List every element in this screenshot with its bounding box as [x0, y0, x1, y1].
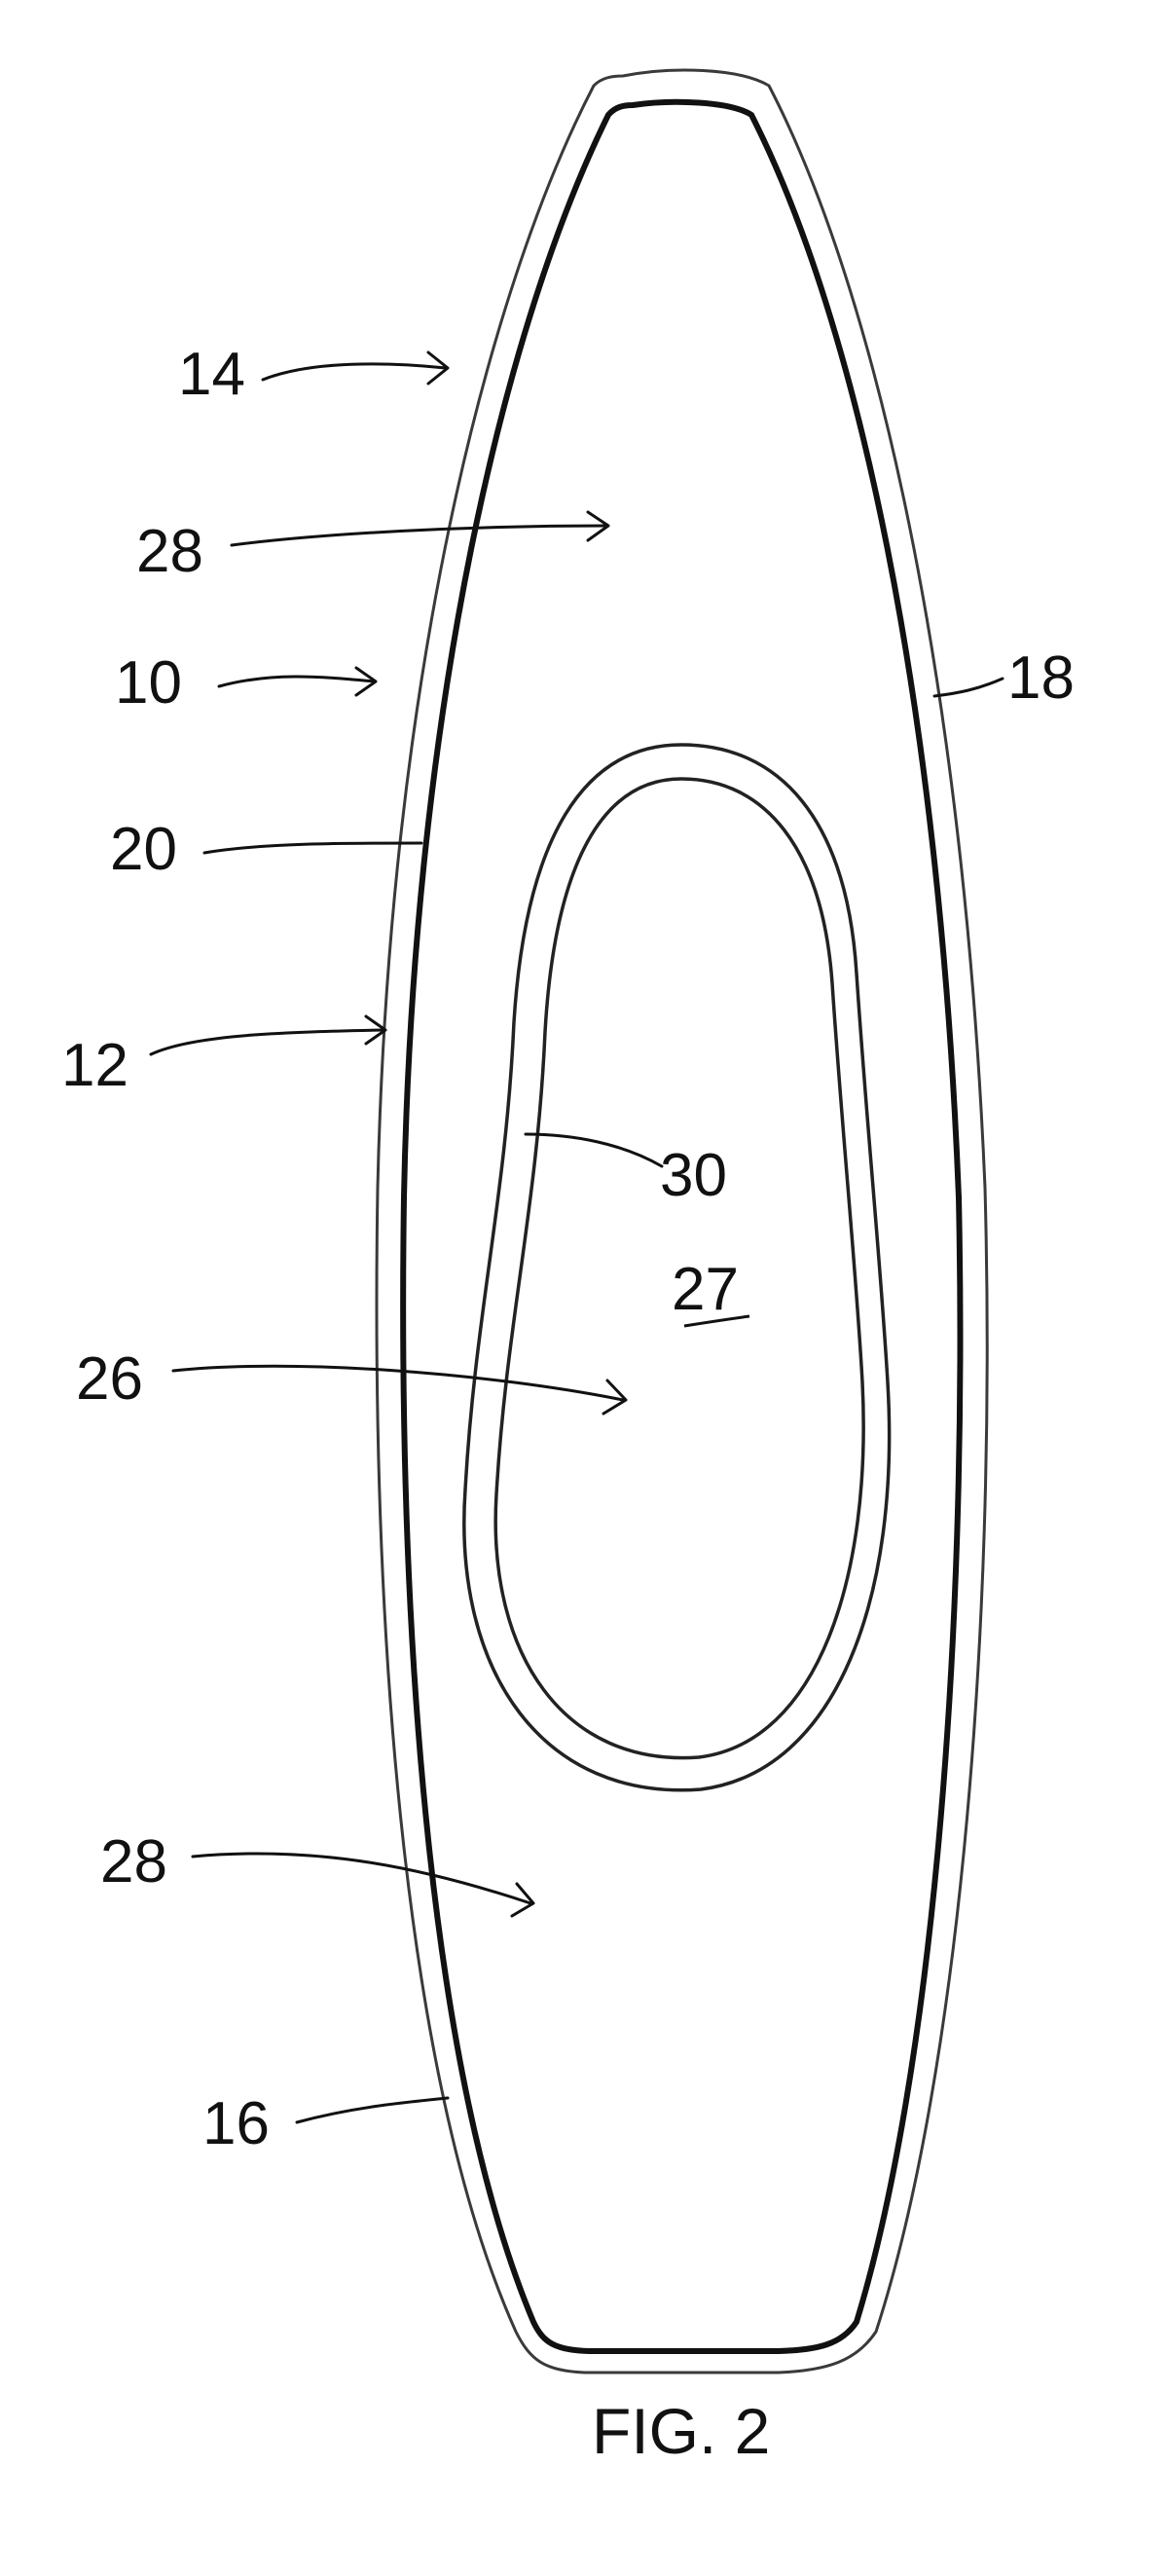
leader-28-bottom	[193, 1854, 530, 1903]
insole-outer-outline	[377, 70, 987, 2373]
leader-28-top	[232, 526, 606, 545]
leader-16	[297, 2098, 448, 2122]
leader-20	[204, 843, 421, 853]
ref-label-27: 27	[672, 1256, 739, 1323]
leader-18	[934, 679, 1003, 696]
ref-label-10: 10	[115, 649, 182, 717]
ref-label-18: 18	[1007, 644, 1075, 712]
ref-label-28-top: 28	[136, 518, 203, 585]
ref-label-30: 30	[660, 1142, 727, 1209]
leader-30	[526, 1134, 662, 1166]
ref-label-14: 14	[178, 341, 245, 408]
figure-caption: FIG. 2	[592, 2395, 770, 2467]
ref-label-26: 26	[76, 1345, 143, 1413]
leader-12	[151, 1030, 384, 1054]
ref-label-28-bottom: 28	[100, 1828, 167, 1895]
ref-label-12: 12	[61, 1032, 128, 1099]
ref-label-16: 16	[202, 2090, 270, 2157]
leader-26	[173, 1366, 623, 1400]
leader-14	[263, 364, 446, 380]
ref-label-20: 20	[110, 816, 177, 883]
leader-10	[219, 677, 375, 686]
